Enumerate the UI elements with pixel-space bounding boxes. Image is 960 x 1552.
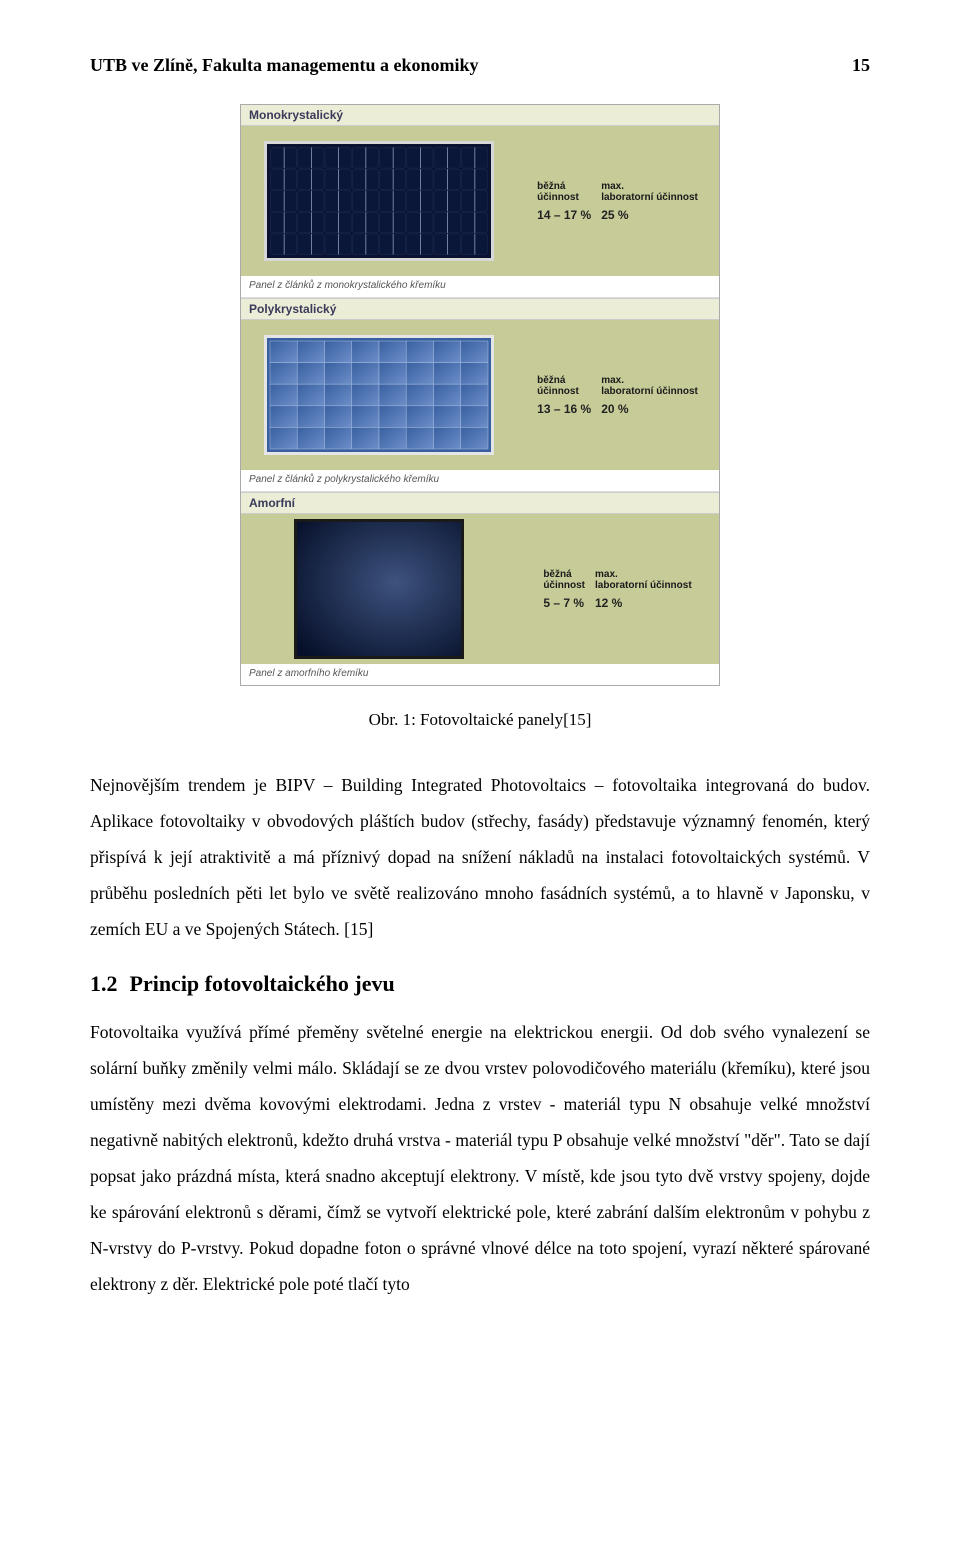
paragraph-2: Fotovoltaika využívá přímé přeměny světe… (90, 1015, 870, 1302)
stat-label: max.laboratorní účinnost (601, 375, 698, 398)
stat-value: 5 – 7 % (543, 596, 585, 610)
panel-image-cell (241, 126, 516, 276)
stat-value: 13 – 16 % (537, 402, 591, 416)
stat-block: max.laboratorní účinnost 12 % (595, 569, 692, 610)
stat-label: běžnáúčinnost (543, 569, 585, 592)
section-heading: 1.2 Princip fotovoltaického jevu (90, 971, 870, 997)
figure-wrap: Monokrystalický běžnáúčinnost 14 – 17 % max… (90, 104, 870, 686)
stat-block: běžnáúčinnost 5 – 7 % (543, 569, 585, 610)
stat-value: 20 % (601, 402, 698, 416)
stats-cell: běžnáúčinnost 14 – 17 % max.laboratorní úč… (516, 126, 719, 276)
row-body: běžnáúčinnost 13 – 16 % max.laboratorní úč… (241, 320, 719, 470)
stat-value: 12 % (595, 596, 692, 610)
stat-block: max.laboratorní účinnost 25 % (601, 181, 698, 222)
figure-solar-panels: Monokrystalický běžnáúčinnost 14 – 17 % max… (240, 104, 720, 686)
running-header: UTB ve Zlíně, Fakulta managementu a ekon… (90, 55, 870, 76)
panel-subcaption: Panel z amorfního křemíku (241, 664, 719, 685)
figure-caption: Obr. 1: Fotovoltaické panely[15] (90, 710, 870, 730)
section-title: Princip fotovoltaického jevu (130, 971, 395, 996)
stat-value: 25 % (601, 208, 698, 222)
panel-image-cell (241, 320, 516, 470)
stats-cell: běžnáúčinnost 13 – 16 % max.laboratorní úč… (516, 320, 719, 470)
stat-label: max.laboratorní účinnost (595, 569, 692, 592)
stat-block: běžnáúčinnost 14 – 17 % (537, 181, 591, 222)
row-title: Monokrystalický (241, 105, 719, 126)
stat-label: max.laboratorní účinnost (601, 181, 698, 204)
panel-subcaption: Panel z článků z polykrystalického křemí… (241, 470, 719, 492)
panel-subcaption: Panel z článků z monokrystalického křemí… (241, 276, 719, 298)
stat-label: běžnáúčinnost (537, 181, 591, 204)
amorph-panel-icon (294, 519, 464, 659)
stat-block: max.laboratorní účinnost 20 % (601, 375, 698, 416)
row-body: běžnáúčinnost 14 – 17 % max.laboratorní úč… (241, 126, 719, 276)
stats-cell: běžnáúčinnost 5 – 7 % max.laboratorní účin… (516, 514, 719, 664)
figure-row: Monokrystalický běžnáúčinnost 14 – 17 % max… (241, 105, 719, 299)
stat-label: běžnáúčinnost (537, 375, 591, 398)
figure-row: Polykrystalický běžnáúčinnost 13 – 16 % max… (241, 299, 719, 493)
header-left: UTB ve Zlíně, Fakulta managementu a ekon… (90, 55, 479, 76)
row-title: Polykrystalický (241, 299, 719, 320)
panel-image-cell (241, 514, 516, 664)
row-title: Amorfní (241, 493, 719, 514)
section-number: 1.2 (90, 971, 118, 997)
mono-panel-icon (264, 141, 494, 261)
figure-row: Amorfní běžnáúčinnost 5 – 7 % max.laborator… (241, 493, 719, 685)
poly-panel-icon (264, 335, 494, 455)
header-page: 15 (852, 55, 870, 76)
paragraph-1: Nejnovějším trendem je BIPV – Building I… (90, 768, 870, 947)
stat-value: 14 – 17 % (537, 208, 591, 222)
row-body: běžnáúčinnost 5 – 7 % max.laboratorní účin… (241, 514, 719, 664)
stat-block: běžnáúčinnost 13 – 16 % (537, 375, 591, 416)
